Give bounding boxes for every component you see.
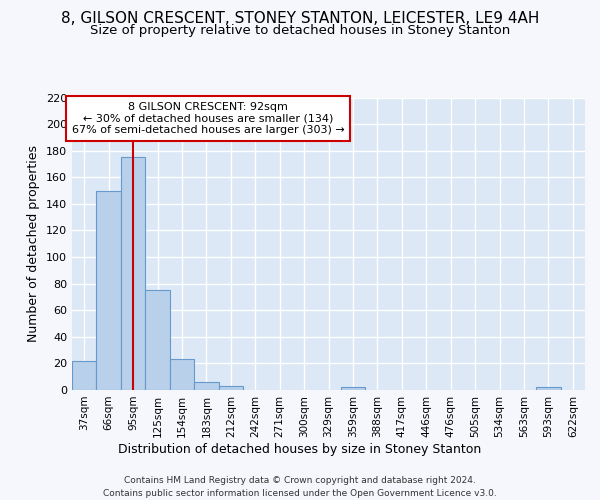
Text: Contains public sector information licensed under the Open Government Licence v3: Contains public sector information licen…	[103, 489, 497, 498]
Bar	[121, 158, 145, 390]
Text: 8, GILSON CRESCENT, STONEY STANTON, LEICESTER, LE9 4AH: 8, GILSON CRESCENT, STONEY STANTON, LEIC…	[61, 11, 539, 26]
Bar	[97, 190, 121, 390]
Text: Contains HM Land Registry data © Crown copyright and database right 2024.: Contains HM Land Registry data © Crown c…	[124, 476, 476, 485]
Bar	[341, 388, 365, 390]
Bar	[536, 388, 560, 390]
Bar	[170, 360, 194, 390]
Text: 8 GILSON CRESCENT: 92sqm
← 30% of detached houses are smaller (134)
67% of semi-: 8 GILSON CRESCENT: 92sqm ← 30% of detach…	[71, 102, 344, 135]
Bar	[145, 290, 170, 390]
Text: Distribution of detached houses by size in Stoney Stanton: Distribution of detached houses by size …	[118, 442, 482, 456]
Bar	[218, 386, 243, 390]
Bar	[194, 382, 218, 390]
Bar	[72, 361, 97, 390]
Y-axis label: Number of detached properties: Number of detached properties	[28, 145, 40, 342]
Text: Size of property relative to detached houses in Stoney Stanton: Size of property relative to detached ho…	[90, 24, 510, 37]
